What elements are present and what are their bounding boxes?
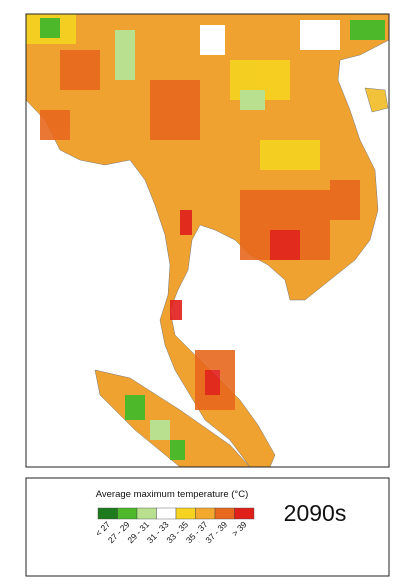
heat-patches [26,14,360,410]
legend-swatch [156,507,177,520]
legend-swatch [97,507,118,520]
map [25,13,390,468]
legend-swatch [195,507,216,520]
map-frame [25,13,390,468]
period-label: 2090s [284,500,347,526]
mainland [25,13,390,468]
hainan [364,87,389,113]
legend: Average maximum temperature (°C) 2090s <… [25,477,390,577]
legend-title: Average maximum temperature (°C) [96,489,249,500]
cool-patches [40,18,385,460]
legend-frame [25,477,390,577]
legend-swatch [214,507,235,520]
legend-swatch [117,507,138,520]
legend-swatch [175,507,196,520]
legend-swatch [234,507,255,520]
legend-swatch [136,507,157,520]
